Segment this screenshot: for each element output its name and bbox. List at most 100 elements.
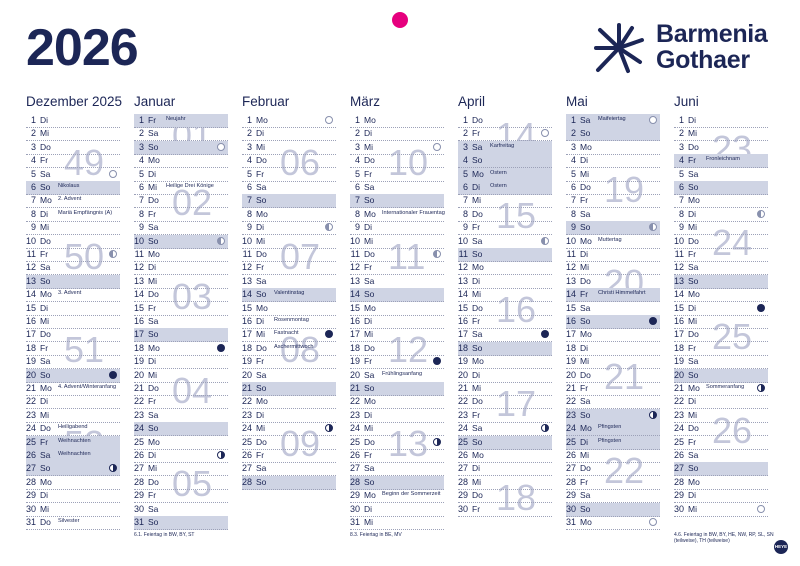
first-moon-icon [649, 410, 657, 419]
new-moon-icon [433, 142, 441, 151]
day-number: 8 [246, 208, 252, 219]
day-event: 2. Advent [58, 196, 82, 203]
day-row: 30 Fr [458, 503, 552, 517]
day-number: 30 [133, 503, 144, 514]
weekday-label: Mo [364, 396, 376, 407]
day-number: 31 [349, 517, 360, 527]
day-number: 17 [25, 329, 36, 340]
weekday-label: Sa [472, 423, 483, 434]
weekday-label: Sa [688, 356, 699, 367]
weekday-label: Di [688, 208, 697, 219]
day-number: 8 [30, 208, 36, 219]
day-number: 18 [25, 342, 36, 353]
day-row: 17 Do [26, 328, 120, 343]
month-name: Februar [242, 94, 290, 109]
month-name: Juni [674, 94, 699, 109]
weekday-label: Di [40, 115, 49, 125]
day-row: 18 Fr [674, 342, 768, 356]
weekday-label: So [688, 182, 699, 192]
day-number: 18 [673, 342, 684, 353]
weekday-label: Do [688, 423, 699, 434]
weekday-label: Mi [688, 222, 697, 233]
day-number: 14 [133, 289, 144, 300]
day-row: 25 Mo [134, 436, 228, 450]
day-row: 29 Mo Beginn der Sommerzeit [350, 489, 444, 504]
day-row: 7 So [350, 194, 444, 209]
day-event: Silvester [58, 518, 80, 524]
weekday-label: Mi [256, 235, 265, 246]
month-name: Mai [566, 94, 588, 109]
day-row: 5 Sa [26, 168, 120, 182]
day-number: 12 [673, 262, 684, 273]
day-row: 23 Di [242, 409, 336, 423]
day-row: 6 Sa [350, 181, 444, 195]
day-number: 7 [570, 195, 576, 206]
weekday-label: Mi [580, 168, 589, 179]
day-number: 30 [349, 503, 360, 514]
weekday-label: Sa [40, 168, 51, 179]
day-event: Ostern [490, 169, 507, 176]
weekday-label: So [580, 409, 591, 420]
day-number: 30 [673, 503, 684, 514]
weekday-label: Fr [472, 222, 481, 233]
weekday-label: Di [580, 436, 589, 447]
day-number: 19 [673, 356, 684, 367]
day-row: 17 Mi Fastnacht [242, 328, 336, 343]
weekday-label: Do [148, 476, 159, 487]
day-row: 6 Di Ostern [458, 181, 552, 195]
day-number: 14 [673, 289, 684, 300]
starburst-logo-icon [594, 23, 644, 73]
weekday-label: Do [580, 369, 591, 380]
day-number: 15 [25, 302, 36, 313]
weekday-label: Mi [364, 517, 373, 527]
day-row: 6 Sa [242, 181, 336, 195]
day-row: 9 Di [242, 221, 336, 236]
weekday-label: So [688, 463, 699, 474]
day-number: 16 [25, 316, 36, 326]
day-row: 5 Mo Ostern [458, 167, 552, 182]
day-event: Fastnacht [274, 330, 299, 337]
weekday-label: Mo [580, 141, 592, 152]
weekday-label: Do [256, 155, 267, 166]
day-row: 2 Fr [458, 127, 552, 142]
day-row: 23 Di [350, 409, 444, 423]
day-number: 12 [25, 262, 36, 273]
weekday-label: Sa [40, 356, 51, 367]
weekday-label: Sa [148, 128, 159, 139]
weekday-label: Fr [688, 342, 697, 353]
weekday-label: Fr [688, 249, 697, 259]
day-row: 25 Fr Weihnachten [26, 435, 120, 450]
day-row: 16 Mi [26, 315, 120, 329]
day-number: 11 [134, 249, 144, 259]
day-number: 20 [133, 369, 144, 380]
new-moon-icon [649, 518, 657, 526]
day-row: 17 So [134, 328, 228, 343]
day-event: Ostern [490, 183, 507, 189]
day-number: 15 [349, 302, 360, 313]
day-row: 15 Fr [134, 302, 228, 316]
day-number: 28 [565, 476, 576, 487]
day-row: 17 Do [674, 328, 768, 343]
day-number: 24 [673, 423, 684, 434]
weekday-label: Fr [256, 168, 265, 179]
day-number: 25 [241, 436, 252, 447]
day-row: 30 Mi [26, 503, 120, 517]
last-moon-icon [649, 223, 657, 232]
weekday-label: Di [580, 342, 589, 353]
day-number: 24 [349, 423, 360, 434]
day-number: 19 [25, 356, 36, 367]
day-row: 22 Do [458, 395, 552, 410]
weekday-label: Do [688, 141, 699, 152]
first-moon-icon [757, 384, 765, 392]
new-moon-icon [217, 142, 225, 151]
last-moon-icon [757, 209, 765, 218]
day-number: 4 [246, 155, 252, 166]
day-row: 12 Mo [458, 261, 552, 276]
weekday-label: Sa [364, 369, 375, 380]
new-moon-icon [757, 504, 765, 513]
day-row: 20 Mi [134, 369, 228, 383]
day-number: 30 [565, 503, 576, 514]
day-row: 27 Sa [242, 462, 336, 477]
day-number: 12 [133, 262, 144, 273]
day-number: 25 [457, 436, 468, 447]
